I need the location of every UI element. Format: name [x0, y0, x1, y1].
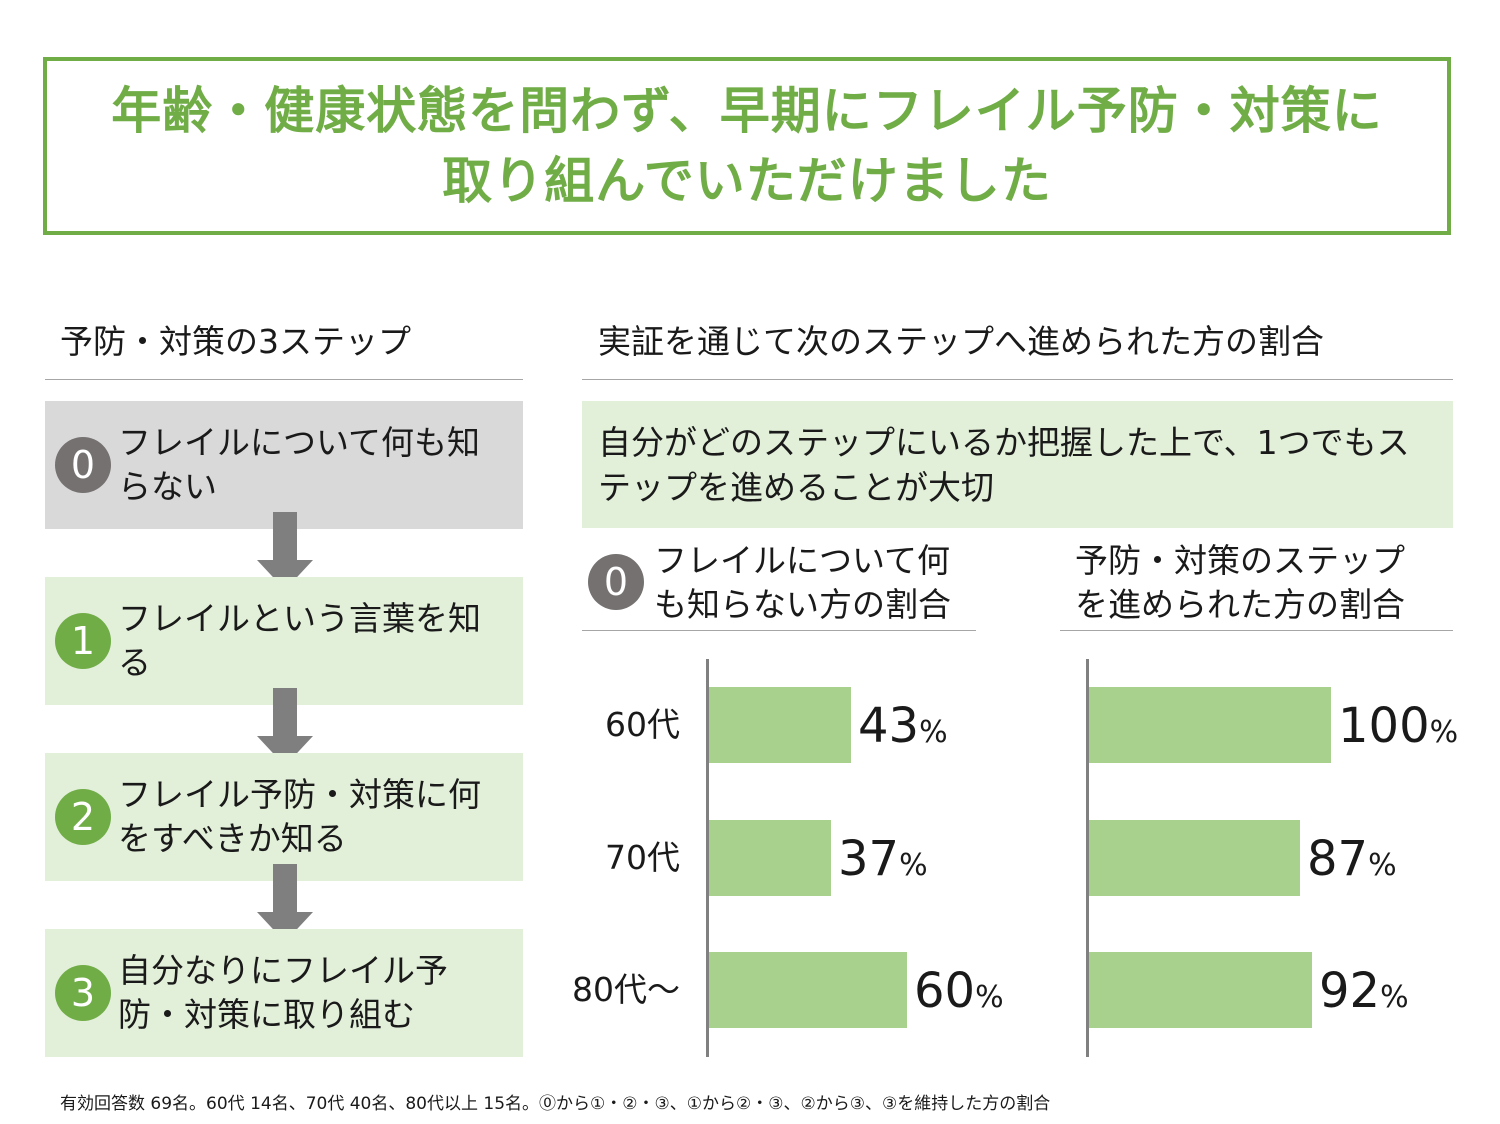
chart-2-axis — [1086, 659, 1089, 1057]
chart-1-title: フレイルについて何も知らない方の割合 — [654, 541, 951, 624]
chart-2-value-label: 92% — [1319, 963, 1409, 1019]
footnote: 有効回答数 69名。60代 14名、70代 40名、80代以上 15名。⓪から①… — [60, 1094, 1051, 1114]
chart-1-title-rule — [582, 630, 976, 631]
chart-2-value-label: 87% — [1307, 831, 1397, 887]
chart-2-bar — [1089, 952, 1312, 1028]
step-2-number: 2 — [55, 789, 111, 845]
chart-2: 100% 87% 92% — [1060, 655, 1480, 1060]
steps-heading-rule — [45, 379, 523, 380]
step-1-number: 1 — [55, 613, 111, 669]
title-line-1: 年齢・健康状態を問わず、早期にフレイル予防・対策に — [111, 82, 1383, 140]
title-line-2: 取り組んでいただけました — [442, 152, 1052, 210]
step-0-number: 0 — [55, 437, 111, 493]
chart-1-badge: 0 — [588, 554, 644, 610]
chart-1-bar — [709, 820, 831, 896]
steps-heading: 予防・対策の3ステップ — [60, 322, 411, 361]
chart-2-title: 予防・対策のステップを進められた方の割合 — [1075, 541, 1405, 624]
chart-2-bar — [1089, 687, 1331, 763]
chart-1-category-label: 70代 — [605, 838, 680, 877]
chart-1: 60代 43% 70代 37% 80代〜 60% — [560, 655, 1004, 1060]
key-message: 自分がどのステップにいるか把握した上で、1つでもステップを進めることが大切 — [582, 401, 1453, 528]
down-arrow-icon — [257, 512, 313, 590]
step-1-label: フレイルという言葉を知る — [118, 599, 481, 682]
step-3: 3 自分なりにフレイル予防・対策に取り組む — [45, 929, 523, 1057]
chart-1-category-label: 60代 — [605, 705, 680, 744]
title-box: 年齢・健康状態を問わず、早期にフレイル予防・対策に 取り組んでいただけました — [43, 57, 1451, 235]
chart-1-value-label: 60% — [914, 963, 1004, 1019]
step-2: 2 フレイル予防・対策に何をすべきか知る — [45, 753, 523, 881]
chart-2-value-label: 100% — [1338, 698, 1459, 754]
step-0-label: フレイルについて何も知らない — [118, 423, 481, 506]
chart-1-bar — [709, 952, 907, 1028]
step-1: 1 フレイルという言葉を知る — [45, 577, 523, 705]
chart-1-category-label: 80代〜 — [572, 970, 680, 1009]
results-heading: 実証を通じて次のステップへ進められた方の割合 — [598, 322, 1324, 361]
chart-2-bar — [1089, 820, 1300, 896]
down-arrow-icon — [257, 688, 313, 766]
chart-1-bar — [709, 687, 851, 763]
chart-2-title-rule — [1060, 630, 1453, 631]
step-3-label: 自分なりにフレイル予防・対策に取り組む — [118, 951, 448, 1034]
step-0: 0 フレイルについて何も知らない — [45, 401, 523, 529]
step-3-number: 3 — [55, 965, 111, 1021]
down-arrow-icon — [257, 864, 313, 942]
chart-1-axis — [706, 659, 709, 1057]
results-heading-rule — [582, 379, 1453, 380]
step-2-label: フレイル予防・対策に何をすべきか知る — [118, 775, 481, 858]
chart-1-value-label: 37% — [838, 831, 928, 887]
chart-1-value-label: 43% — [858, 698, 948, 754]
